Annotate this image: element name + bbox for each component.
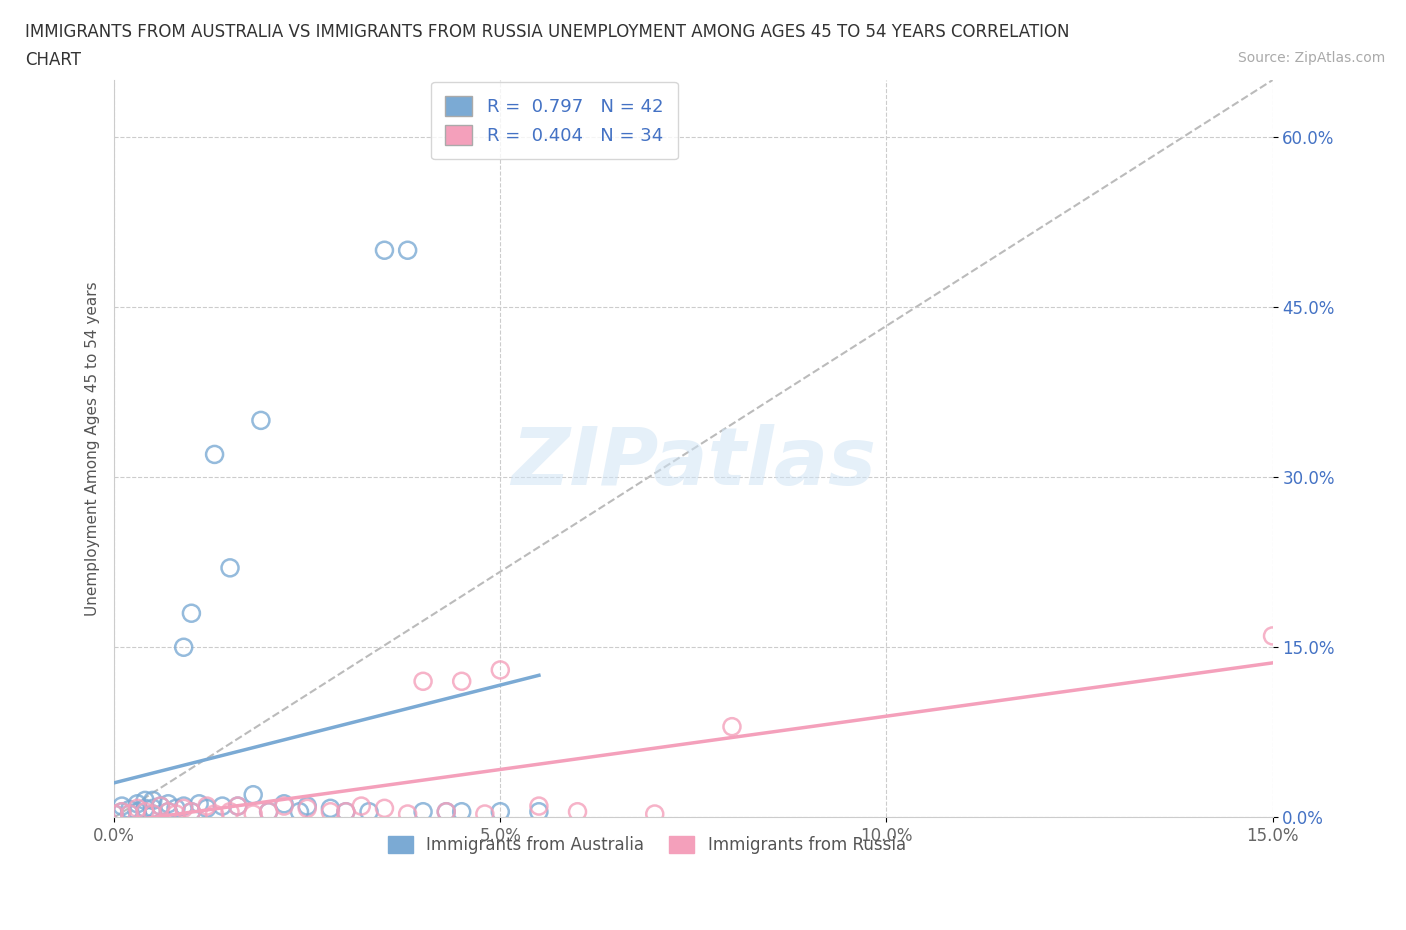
Point [142, 801, 165, 816]
Point [412, 804, 434, 819]
Point [396, 806, 419, 821]
Point [319, 801, 342, 816]
Point [204, 447, 226, 462]
Point [157, 804, 180, 819]
Point [219, 804, 242, 819]
Point [335, 804, 357, 819]
Point [142, 806, 165, 821]
Point [142, 806, 165, 821]
Text: IMMIGRANTS FROM AUSTRALIA VS IMMIGRANTS FROM RUSSIA UNEMPLOYMENT AMONG AGES 45 T: IMMIGRANTS FROM AUSTRALIA VS IMMIGRANTS … [25, 23, 1070, 41]
Point [489, 662, 512, 677]
Point [173, 799, 195, 814]
Point [134, 793, 156, 808]
Point [434, 804, 457, 819]
Point [111, 804, 134, 819]
Point [319, 804, 342, 819]
Point [173, 640, 195, 655]
Point [373, 243, 395, 258]
Point [134, 804, 156, 819]
Point [219, 561, 242, 576]
Y-axis label: Unemployment Among Ages 45 to 54 years: Unemployment Among Ages 45 to 54 years [86, 282, 100, 616]
Point [297, 801, 319, 816]
Text: CHART: CHART [25, 51, 82, 69]
Point [180, 804, 202, 819]
Point [250, 413, 273, 428]
Point [142, 793, 165, 808]
Point [297, 799, 319, 814]
Point [567, 804, 589, 819]
Point [335, 804, 357, 819]
Point [273, 796, 295, 811]
Point [149, 799, 172, 814]
Point [188, 796, 211, 811]
Point [127, 804, 149, 819]
Point [118, 806, 141, 821]
Text: Source: ZipAtlas.com: Source: ZipAtlas.com [1237, 51, 1385, 65]
Point [450, 804, 472, 819]
Point [273, 799, 295, 814]
Point [721, 719, 744, 734]
Point [165, 806, 187, 821]
Point [257, 804, 280, 819]
Point [134, 801, 156, 816]
Point [242, 788, 264, 803]
Point [204, 806, 226, 821]
Point [412, 674, 434, 689]
Legend: Immigrants from Australia, Immigrants from Russia: Immigrants from Australia, Immigrants fr… [381, 830, 912, 860]
Point [373, 801, 395, 816]
Point [157, 796, 180, 811]
Point [173, 801, 195, 816]
Point [195, 801, 218, 816]
Point [165, 801, 187, 816]
Point [396, 243, 419, 258]
Point [350, 799, 373, 814]
Point [103, 806, 125, 821]
Point [226, 799, 249, 814]
Point [489, 804, 512, 819]
Point [149, 799, 172, 814]
Point [527, 799, 550, 814]
Point [180, 804, 202, 819]
Point [127, 801, 149, 816]
Point [195, 799, 218, 814]
Text: ZIPatlas: ZIPatlas [510, 424, 876, 502]
Point [118, 802, 141, 817]
Point [357, 804, 380, 819]
Point [288, 804, 311, 819]
Point [242, 806, 264, 821]
Point [111, 799, 134, 814]
Point [180, 605, 202, 620]
Point [644, 806, 666, 821]
Point [157, 804, 180, 819]
Point [211, 799, 233, 814]
Point [450, 674, 472, 689]
Point [103, 806, 125, 821]
Point [118, 806, 141, 821]
Point [226, 799, 249, 814]
Point [127, 796, 149, 811]
Point [474, 806, 496, 821]
Point [434, 804, 457, 819]
Point [1261, 629, 1284, 644]
Point [257, 804, 280, 819]
Point [527, 804, 550, 819]
Point [111, 804, 134, 819]
